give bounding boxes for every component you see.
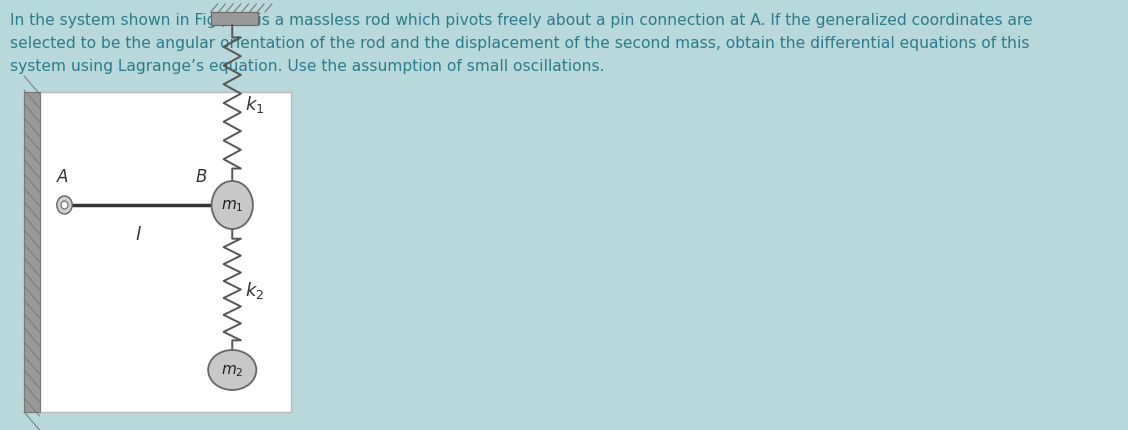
Text: B: B [196,168,208,186]
Bar [24,93,39,412]
Circle shape [56,197,72,215]
Bar [211,13,258,26]
Text: $k_2$: $k_2$ [245,280,264,300]
Text: $k_1$: $k_1$ [245,93,264,114]
Text: In the system shown in Fig., AB is a massless rod which pivots freely about a pi: In the system shown in Fig., AB is a mas… [10,13,1033,74]
Text: $m_1$: $m_1$ [221,198,244,213]
Ellipse shape [209,350,256,390]
Circle shape [61,202,68,209]
Text: $m_2$: $m_2$ [221,362,244,378]
Bar [24,93,291,412]
Circle shape [212,181,253,230]
Text: $l$: $l$ [134,225,141,243]
Text: A: A [58,168,69,186]
